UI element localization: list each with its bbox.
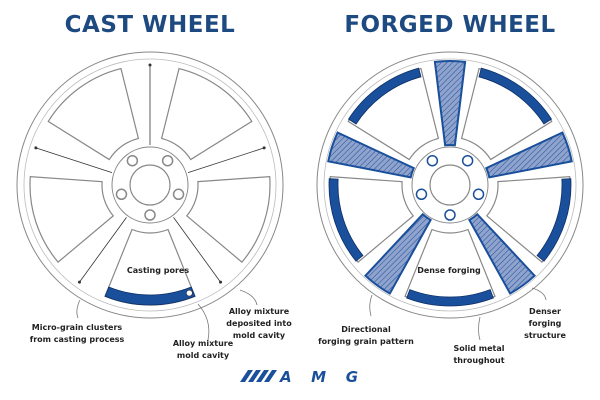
cast-wheel-drawing: [16, 51, 284, 319]
lug-hole: [415, 188, 428, 201]
label-denser-structure: Denser forging structure: [524, 307, 566, 340]
window-edge-blue: [478, 67, 553, 125]
wheel-window: [29, 175, 115, 263]
window-edge-blue: [406, 289, 494, 307]
callout-arrows: [76, 287, 547, 341]
spoke-hatched: [484, 131, 573, 179]
grain-arrow-tip: [148, 63, 152, 67]
spoke-hatched: [364, 212, 432, 295]
cast-wheel-title: CAST WHEEL: [64, 12, 236, 38]
spoke-hatched: [327, 131, 416, 179]
center-bore: [429, 164, 471, 206]
svg-text:AMG: AMG: [279, 368, 358, 386]
label-casting-pores: Casting pores: [126, 266, 190, 275]
center-bore: [129, 164, 171, 206]
wheel-inner-rim: [323, 58, 577, 312]
grain-arrow-tip: [77, 280, 81, 284]
wheel-window: [160, 67, 253, 161]
forged-wheel-title: FORGED WHEEL: [344, 12, 556, 38]
grain-arrow-line: [35, 147, 113, 174]
grain-arrow-tip: [262, 146, 266, 150]
spoke-hatched: [468, 212, 536, 295]
spoke-hatched: [433, 60, 467, 147]
wheel-window: [185, 175, 271, 263]
lug-hole: [115, 188, 128, 201]
casting-pore: [186, 289, 193, 297]
lug-hole: [126, 154, 139, 167]
amg-logo: AMG: [240, 368, 358, 386]
lug-hole: [161, 154, 174, 167]
grain-arrow-tip: [34, 146, 38, 150]
window-edge-blue: [536, 178, 572, 262]
lug-hole: [472, 188, 485, 201]
forged-wheel-drawing: [316, 51, 584, 319]
grain-arrow-line: [79, 217, 127, 283]
grain-arrow-tip: [219, 280, 223, 284]
window-edge-blue: [328, 178, 364, 262]
lug-hole: [444, 209, 456, 221]
wheel-window: [47, 67, 140, 161]
window-edge-blue: [104, 286, 196, 306]
lug-hole: [461, 154, 474, 167]
window-edge-blue: [347, 67, 422, 125]
wheel-inner-rim: [23, 58, 277, 312]
label-dense-forging: Dense forging: [417, 266, 481, 275]
lug-hole: [172, 188, 185, 201]
label-mold-cavity: Alloy mixture mold cavity: [172, 339, 234, 360]
grain-arrow-line: [173, 217, 221, 283]
lug-hole: [144, 209, 156, 221]
lug-hole: [426, 154, 439, 167]
label-micro-grain: Micro-grain clusters from casting proces…: [29, 323, 125, 344]
label-deposited: Alloy mixture deposited into mold cavity: [226, 307, 292, 340]
label-directional: Directional forging grain pattern: [318, 325, 414, 346]
grain-arrow-line: [187, 147, 265, 174]
label-solid-metal: Solid metal throughout: [453, 344, 505, 365]
